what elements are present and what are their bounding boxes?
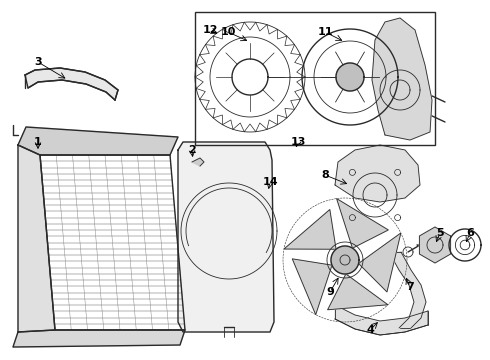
Polygon shape bbox=[192, 158, 204, 166]
Polygon shape bbox=[13, 330, 185, 347]
Text: 2: 2 bbox=[188, 145, 196, 155]
Text: 4: 4 bbox=[366, 325, 374, 335]
Polygon shape bbox=[359, 233, 401, 292]
Polygon shape bbox=[25, 68, 118, 100]
Polygon shape bbox=[178, 142, 274, 332]
Polygon shape bbox=[331, 246, 359, 274]
Text: 11: 11 bbox=[317, 27, 333, 37]
Polygon shape bbox=[335, 145, 420, 202]
Text: 6: 6 bbox=[466, 228, 474, 238]
Text: 1: 1 bbox=[34, 137, 42, 147]
Polygon shape bbox=[293, 259, 332, 315]
Polygon shape bbox=[337, 199, 388, 248]
Text: 12: 12 bbox=[202, 25, 218, 35]
Polygon shape bbox=[18, 127, 178, 155]
Polygon shape bbox=[419, 227, 451, 263]
Text: 5: 5 bbox=[436, 228, 444, 238]
Polygon shape bbox=[389, 252, 426, 328]
Bar bbox=[195, 12, 435, 145]
Text: 7: 7 bbox=[406, 282, 414, 292]
Text: 8: 8 bbox=[321, 170, 329, 180]
Polygon shape bbox=[336, 63, 364, 91]
Polygon shape bbox=[372, 18, 432, 140]
Polygon shape bbox=[284, 210, 336, 249]
Text: 9: 9 bbox=[326, 287, 334, 297]
Text: 10: 10 bbox=[220, 27, 236, 37]
Text: 14: 14 bbox=[262, 177, 278, 187]
Text: 13: 13 bbox=[290, 137, 306, 147]
Polygon shape bbox=[335, 305, 428, 335]
Text: 3: 3 bbox=[34, 57, 42, 67]
Polygon shape bbox=[328, 274, 388, 310]
Polygon shape bbox=[18, 145, 55, 332]
